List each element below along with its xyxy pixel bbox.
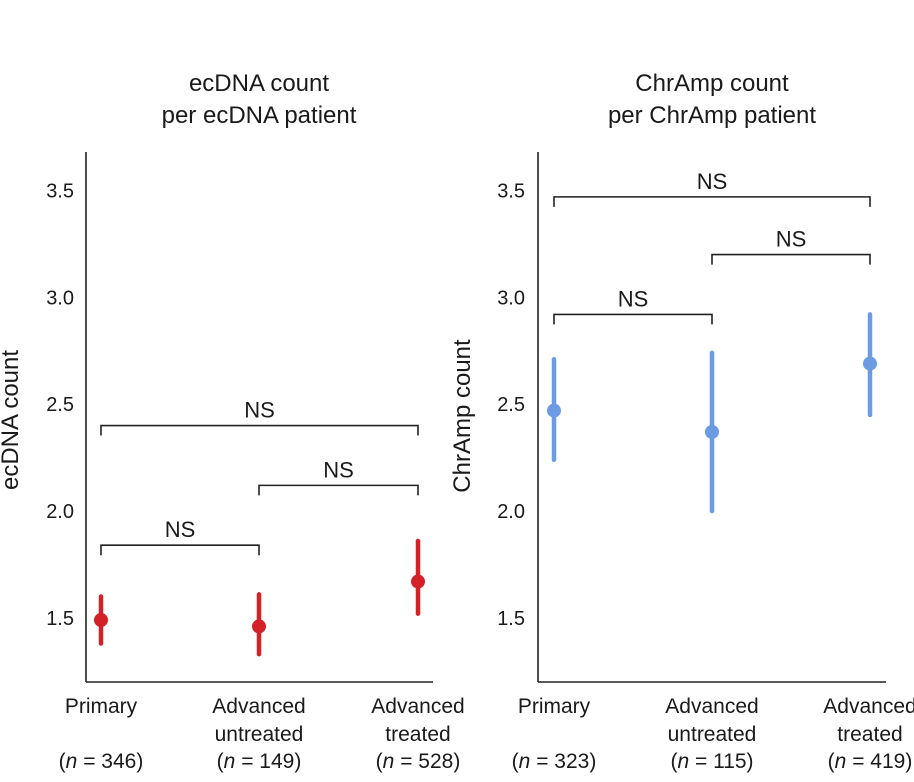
y-tick-label: 1.5	[497, 608, 525, 630]
chart-title-line: ChrAmp count	[635, 70, 789, 97]
significance-bracket	[553, 196, 871, 207]
category-label-line: Advanced	[665, 695, 758, 718]
y-axis-label: ecDNA count	[0, 350, 24, 490]
y-tick-label: 2.5	[46, 394, 74, 416]
category-label-line: Advanced	[823, 695, 914, 718]
sample-size-label: (n = 419)	[828, 750, 913, 773]
sample-size-label: (n = 528)	[376, 750, 461, 773]
y-axis-label: ChrAmp count	[449, 339, 476, 493]
chart-title-line: per ChrAmp patient	[608, 102, 816, 129]
data-point	[705, 424, 719, 439]
chramp-count-panel: ChrAmp count per ChrAmp patient 1.5 2.0 2.5 3…	[449, 70, 914, 773]
category-label-line: treated	[385, 723, 450, 746]
significance-label: NS	[244, 398, 275, 423]
y-tick-label: 2.0	[497, 501, 525, 523]
ecdna-count-panel: ecDNA count per ecDNA patient 1.5 2.0 2.5 3.0…	[0, 70, 465, 773]
y-tick-label: 3.5	[497, 180, 525, 202]
significance-bracket	[711, 253, 871, 265]
y-tick-label: 3.0	[497, 287, 525, 309]
category-label-line: untreated	[215, 723, 304, 746]
y-tick-label: 2.5	[497, 394, 525, 416]
significance-bracket	[100, 424, 419, 436]
category-label-line: Advanced	[371, 695, 464, 718]
significance-label: NS	[697, 169, 728, 194]
y-tick-label: 2.0	[46, 501, 74, 523]
significance-label: NS	[776, 227, 807, 252]
data-point	[252, 619, 266, 634]
significance-bracket	[553, 313, 713, 325]
chart-title-line: per ecDNA patient	[162, 102, 357, 129]
category-label-line: Advanced	[212, 695, 305, 718]
data-point	[547, 403, 561, 418]
y-tick-label: 1.5	[46, 608, 74, 630]
sample-size-label: (n = 346)	[59, 750, 144, 773]
y-tick-label: 3.5	[46, 180, 74, 202]
sample-size-label: (n = 149)	[217, 750, 302, 773]
data-point	[411, 574, 425, 589]
data-point	[863, 356, 877, 371]
category-label-line: Primary	[518, 695, 591, 718]
y-tick-label: 3.0	[46, 287, 74, 309]
chart-title-line: ecDNA count	[189, 70, 329, 97]
significance-label: NS	[618, 286, 649, 311]
significance-bracket	[100, 544, 260, 556]
significance-bracket	[258, 484, 419, 496]
category-label-line: treated	[837, 723, 902, 746]
significance-label: NS	[323, 457, 354, 482]
category-label-line: untreated	[668, 723, 757, 746]
significance-label: NS	[165, 517, 196, 542]
data-point	[94, 613, 108, 628]
category-label-line: Primary	[65, 695, 138, 718]
sample-size-label: (n = 115)	[670, 750, 753, 773]
sample-size-label: (n = 323)	[512, 750, 597, 773]
